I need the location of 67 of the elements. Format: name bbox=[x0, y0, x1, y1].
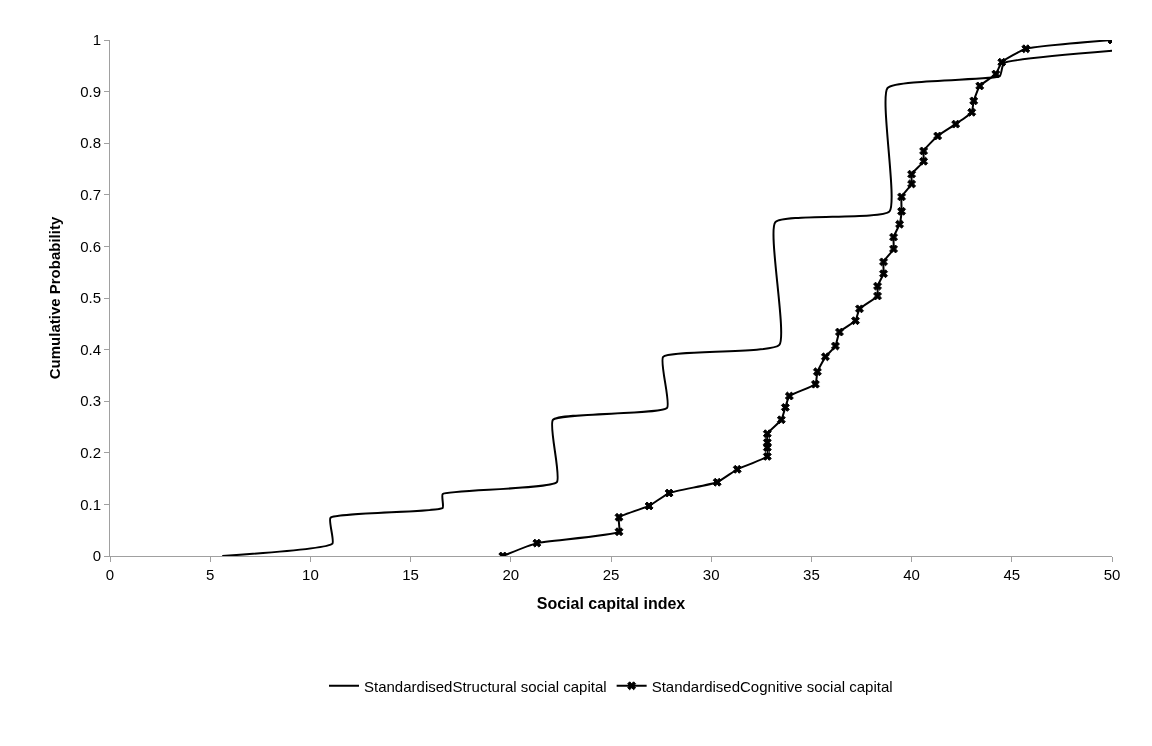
point bbox=[889, 244, 899, 254]
x-tick-label: 15 bbox=[402, 566, 419, 583]
point bbox=[907, 179, 917, 189]
point bbox=[835, 327, 844, 337]
y-tick-label: 0.4 bbox=[80, 340, 101, 358]
x-tick-label: 5 bbox=[206, 566, 215, 583]
y-tick-label: 0.1 bbox=[80, 495, 101, 513]
point bbox=[614, 512, 624, 522]
point bbox=[776, 415, 786, 425]
legend-label: StandardisedCognitive social capital bbox=[651, 677, 893, 695]
x-tick-label: 35 bbox=[803, 566, 820, 583]
point bbox=[933, 131, 943, 141]
point bbox=[532, 538, 542, 548]
point bbox=[614, 527, 624, 537]
point bbox=[879, 257, 888, 267]
x-tick-label: 30 bbox=[702, 566, 720, 583]
point bbox=[873, 291, 882, 301]
point bbox=[780, 402, 790, 412]
point bbox=[644, 501, 654, 511]
point bbox=[851, 316, 860, 326]
point bbox=[820, 352, 830, 362]
point bbox=[810, 379, 820, 389]
point bbox=[991, 69, 1001, 79]
x-tick-label: 10 bbox=[302, 566, 319, 583]
point bbox=[762, 429, 772, 439]
point bbox=[855, 304, 864, 314]
x-tick-label: 40 bbox=[903, 566, 920, 583]
point bbox=[784, 391, 794, 401]
y-tick-label: 0 bbox=[92, 547, 101, 565]
y-tick-label: 0.3 bbox=[80, 392, 101, 410]
x-tick-label: 45 bbox=[1003, 566, 1021, 583]
point bbox=[919, 146, 929, 156]
x-tick-label: 20 bbox=[502, 566, 520, 583]
point bbox=[897, 206, 907, 216]
point bbox=[873, 281, 882, 291]
point bbox=[830, 341, 840, 351]
point bbox=[889, 232, 899, 242]
y-tick-label: 0.7 bbox=[80, 186, 101, 204]
point bbox=[812, 367, 822, 377]
y-tick-label: 0.9 bbox=[80, 82, 101, 100]
point bbox=[907, 169, 917, 179]
point bbox=[1021, 44, 1031, 54]
x-axis-title: Social capital index bbox=[536, 594, 686, 612]
x-tick-label: 25 bbox=[602, 566, 620, 583]
point bbox=[969, 96, 979, 106]
point bbox=[762, 438, 772, 447]
y-axis-title: Cumulative Probability bbox=[46, 216, 64, 380]
point bbox=[879, 269, 888, 279]
point bbox=[712, 477, 722, 487]
y-tick-label: 0.8 bbox=[80, 134, 101, 152]
point bbox=[762, 451, 772, 461]
point bbox=[897, 192, 907, 202]
point bbox=[919, 156, 929, 166]
point bbox=[967, 107, 977, 117]
y-tick-label: 0.2 bbox=[80, 444, 101, 462]
point bbox=[664, 488, 674, 498]
x-tick-label: 50 bbox=[1103, 566, 1121, 583]
legend-label: StandardisedStructural social capital bbox=[364, 677, 607, 695]
x-tick-label: 0 bbox=[105, 566, 115, 583]
point bbox=[895, 219, 905, 229]
y-tick-label: 0.6 bbox=[80, 237, 101, 255]
y-tick-label: 1 bbox=[92, 31, 101, 49]
y-tick-label: 0.5 bbox=[80, 289, 101, 307]
point bbox=[732, 464, 742, 474]
point bbox=[951, 119, 961, 129]
point bbox=[997, 57, 1007, 67]
point bbox=[975, 81, 985, 91]
